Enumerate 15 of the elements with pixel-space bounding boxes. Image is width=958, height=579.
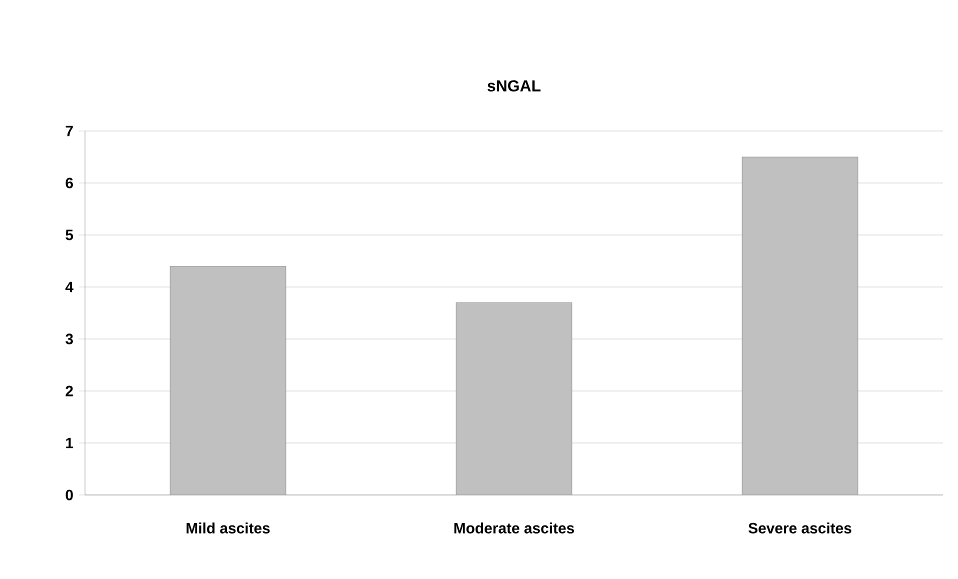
y-tick-label: 3: [66, 334, 73, 344]
bar: [456, 302, 572, 495]
y-tick-label: 0: [66, 490, 73, 500]
y-tick-label: 7: [66, 126, 73, 136]
bar: [742, 156, 858, 495]
x-tick-label: Moderate ascites: [454, 522, 574, 534]
y-tick-label: 4: [65, 282, 74, 292]
chart-title: sNGAL: [488, 80, 541, 92]
y-tick-label: 6: [66, 178, 73, 188]
y-tick-label: 1: [66, 438, 74, 448]
y-tick-label: 5: [66, 230, 74, 240]
y-tick-label: 2: [66, 386, 73, 396]
bar: [170, 266, 286, 495]
x-tick-label: Mild ascites: [186, 522, 270, 534]
x-tick-label: Severe ascites: [748, 522, 852, 534]
